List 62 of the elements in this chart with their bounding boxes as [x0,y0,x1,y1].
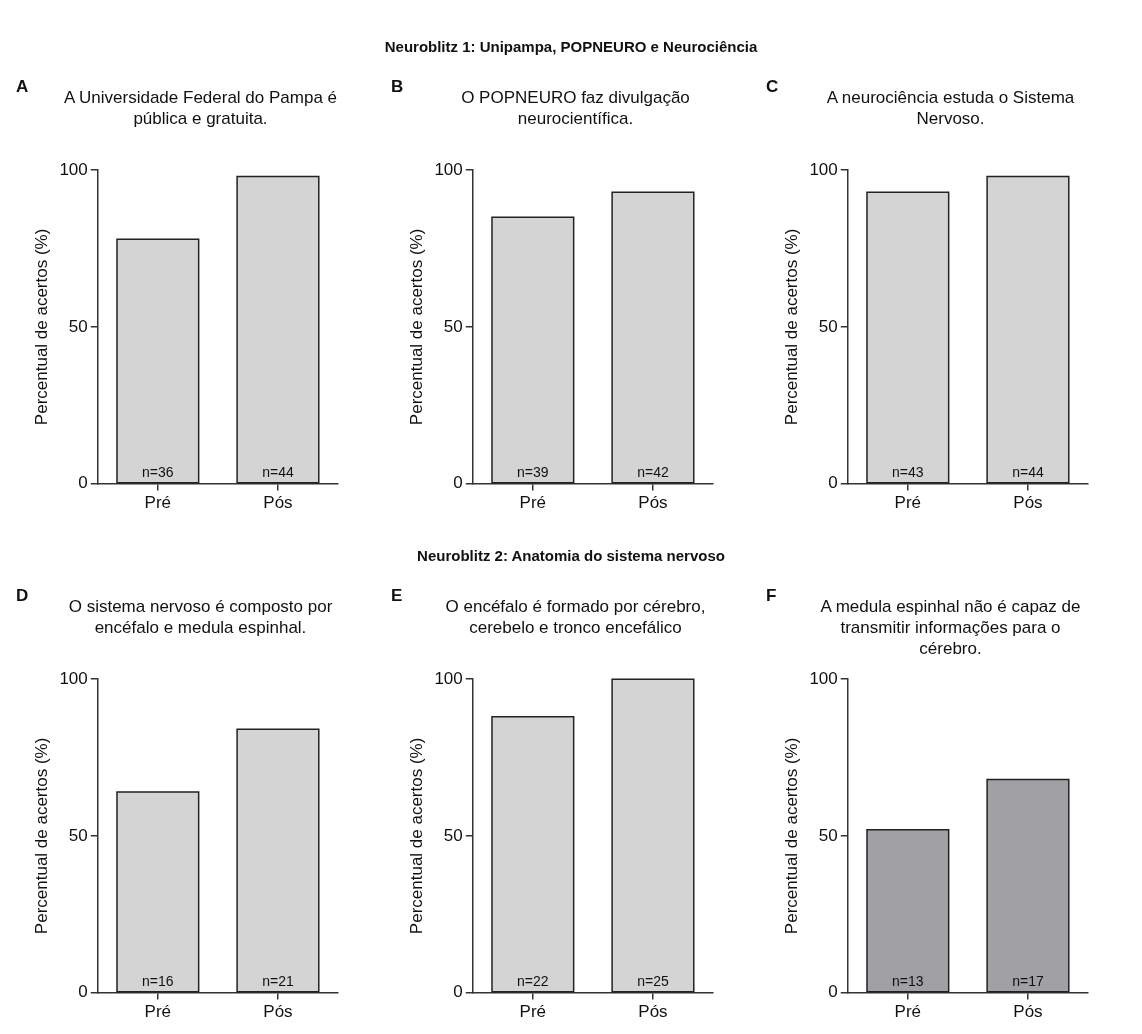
annotation: n=22 [517,973,549,990]
y-tick-label: 50 [818,316,838,336]
y-tick-label: 50 [818,825,838,845]
x-tick-label: Pré [519,493,547,513]
x-tick-label: Pós [263,493,293,513]
x-tick-label: Pós [263,1002,293,1022]
annotation: n=36 [142,464,174,481]
annotation: n=13 [892,973,924,990]
annotation: n=43 [892,464,924,481]
y-tick-label: 100 [809,668,838,688]
y-tick-label: 0 [453,473,463,493]
x-tick-label: Pós [638,493,668,513]
y-tick-label: 100 [809,159,838,179]
x-tick-label: Pré [894,493,922,513]
chart-title: O encéfalo é formado por cérebro, cerebelo e tronco encefálico [445,597,706,637]
y-tick-label: 0 [78,982,88,1002]
annotation: n=42 [637,464,669,481]
chart-title: A medula espinhal não é capaz de transmitir informações para o cérebro. [820,597,1081,658]
text: A [16,77,29,96]
annotation: n=17 [1012,973,1044,990]
y-tick-label: 100 [59,159,88,179]
x-tick-label: Pós [1013,1002,1043,1022]
y-tick-label: 50 [68,825,88,845]
chart-title: O sistema nervoso é composto por encéfalo e medula espinhal. [68,597,333,637]
annotation: n=39 [517,464,549,481]
text: B [391,77,404,96]
text: Neuroblitz 1: Unipampa, POPNEURO e Neurociência [383,38,759,55]
y-tick-label: 0 [828,473,838,493]
y-tick-label: 0 [78,473,88,493]
x-tick-label: Pré [144,1002,172,1022]
y-tick-label: 50 [68,316,88,336]
text: F [766,586,777,605]
y-axis-title: Percentual de acertos (%) [781,228,801,426]
x-tick-label: Pré [894,1002,922,1022]
y-tick-label: 100 [434,668,463,688]
text: C [766,77,779,96]
y-tick-label: 50 [443,316,463,336]
y-tick-label: 50 [443,825,463,845]
y-tick-label: 0 [828,982,838,1002]
x-tick-label: Pré [144,493,172,513]
y-axis-title: Percentual de acertos (%) [31,737,51,935]
y-axis-title: Percentual de acertos (%) [781,737,801,935]
chart-title: A Universidade Federal do Pampa é pública e gratuita. [63,88,338,128]
annotation: n=44 [1012,464,1044,481]
text: D [16,586,29,605]
chart-title: O POPNEURO faz divulgação neurocientífica. [461,88,690,128]
annotation: n=44 [262,464,294,481]
annotation: n=21 [262,973,294,990]
y-tick-label: 100 [59,668,88,688]
y-axis-title: Percentual de acertos (%) [406,737,426,935]
y-tick-label: 100 [434,159,463,179]
text: E [391,586,403,605]
y-axis-title: Percentual de acertos (%) [31,228,51,426]
x-tick-label: Pós [1013,493,1043,513]
annotation: n=25 [637,973,669,990]
annotation: n=16 [142,973,174,990]
x-tick-label: Pré [519,1002,547,1022]
x-tick-label: Pós [638,1002,668,1022]
y-tick-label: 0 [453,982,463,1002]
chart-title: A neurociência estuda o Sistema Nervoso. [826,88,1075,128]
text: Neuroblitz 2: Anatomia do sistema nervoso [416,547,726,564]
y-axis-title: Percentual de acertos (%) [406,228,426,426]
